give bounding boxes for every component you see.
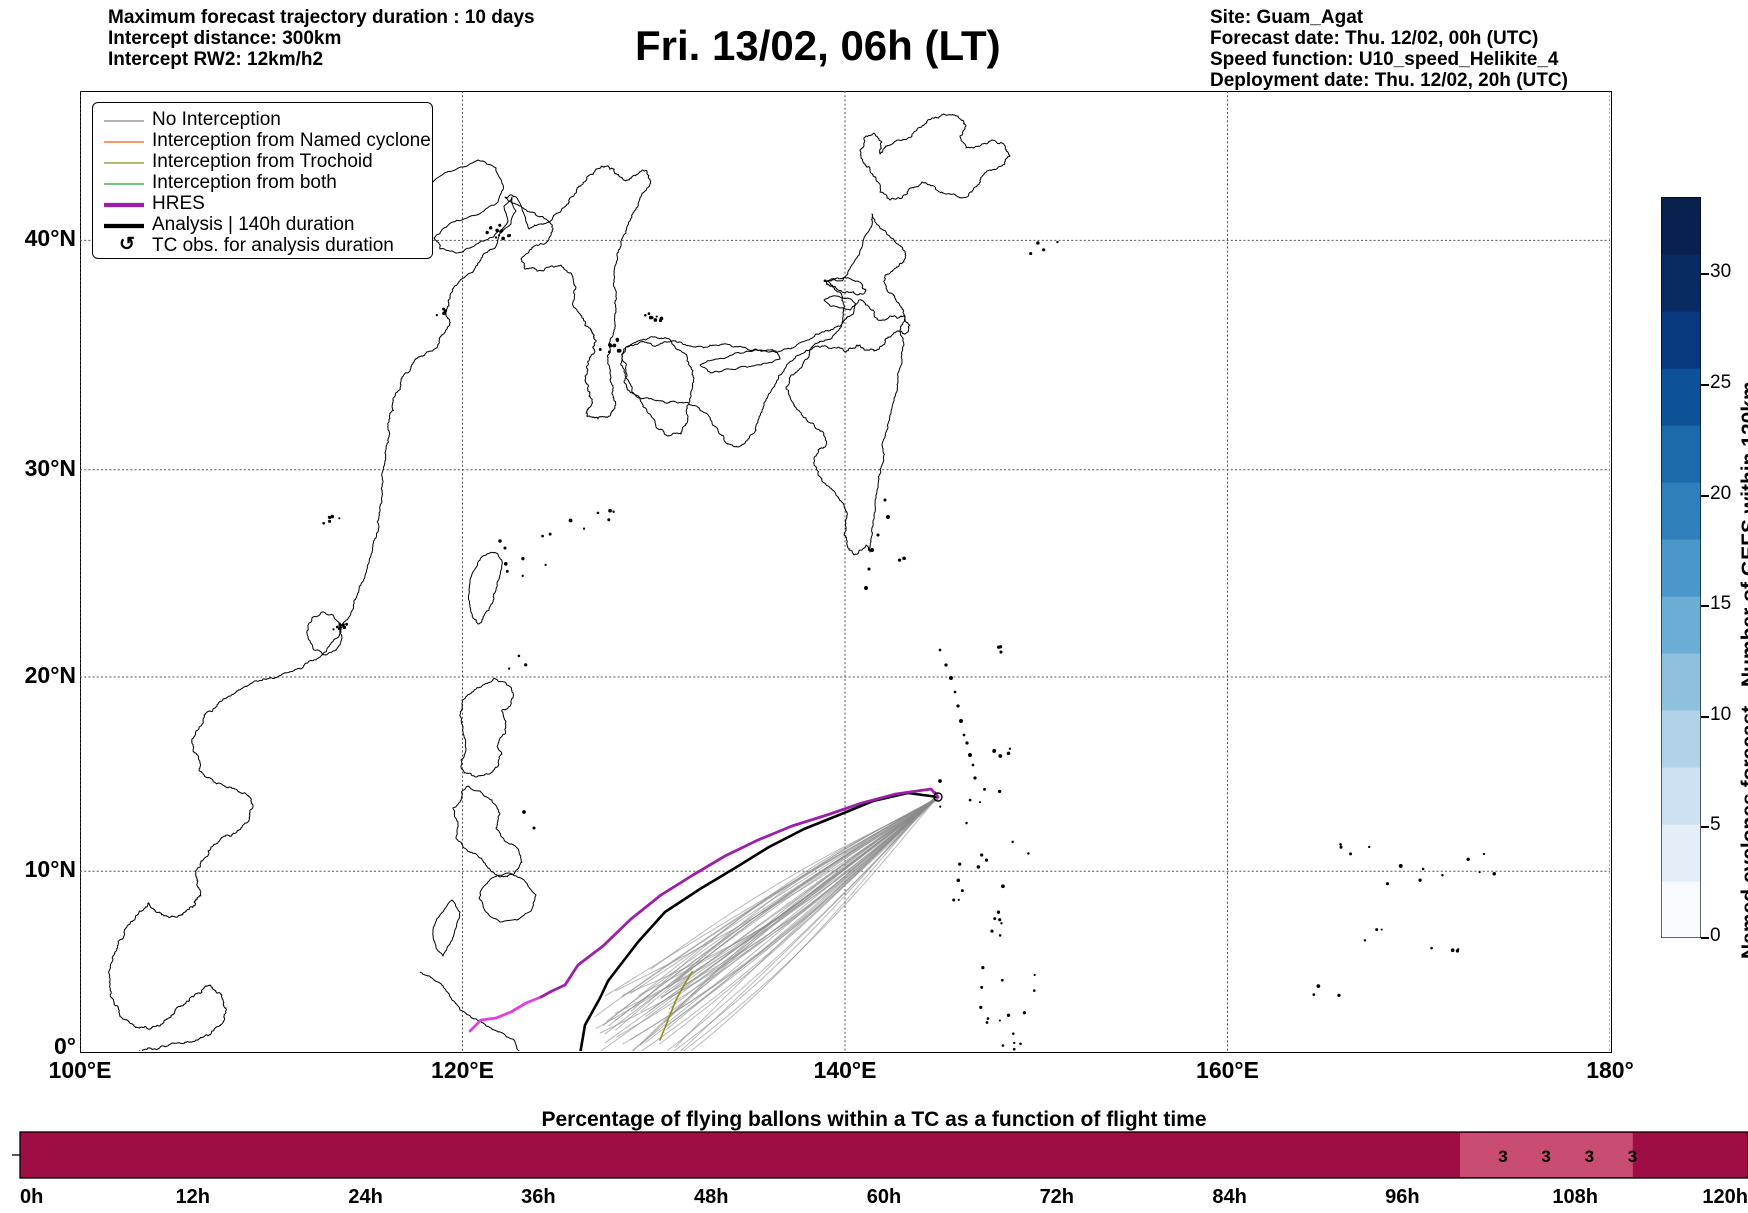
svg-text:3: 3 bbox=[1541, 1147, 1550, 1166]
svg-text:3: 3 bbox=[1498, 1147, 1507, 1166]
svg-text:3: 3 bbox=[1628, 1147, 1637, 1166]
svg-text:3: 3 bbox=[1585, 1147, 1594, 1166]
